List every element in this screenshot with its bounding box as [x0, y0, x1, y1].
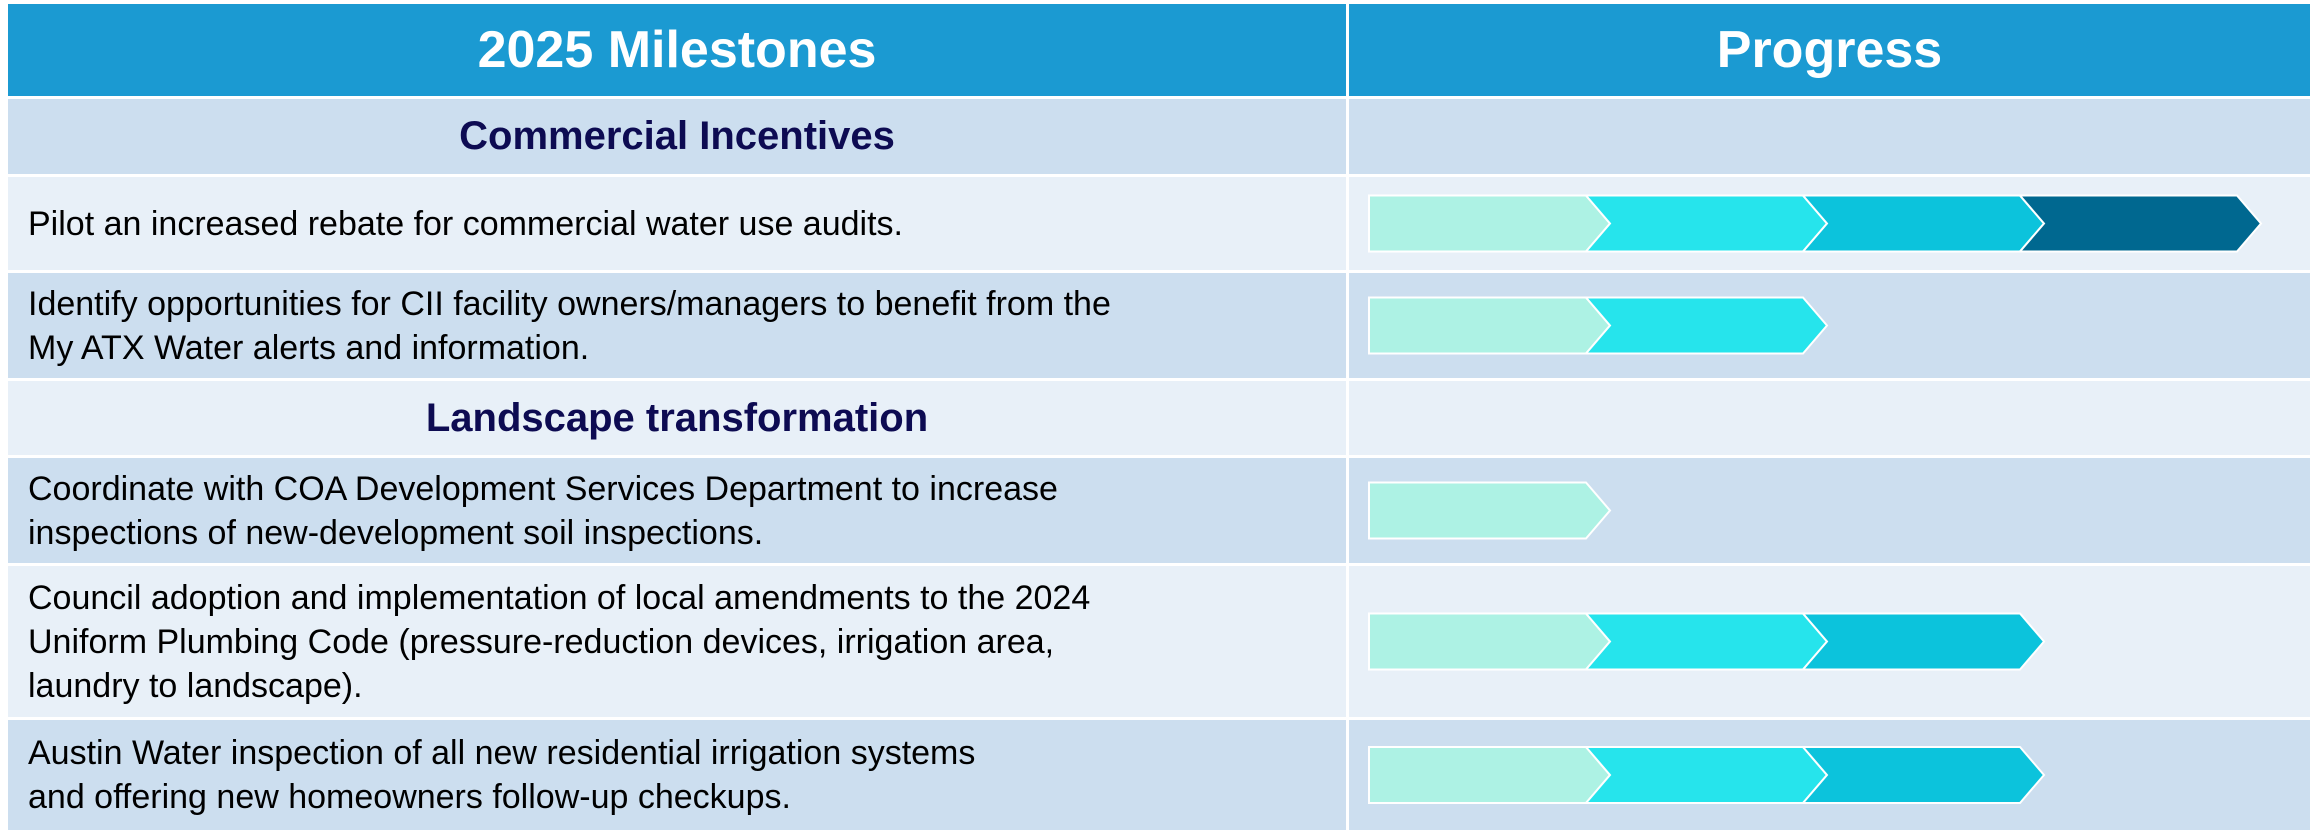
milestone-row: Council adoption and implementation of l…	[8, 566, 2310, 720]
progress-chevron	[1368, 296, 1612, 355]
progress-chevron	[1583, 746, 1829, 804]
text-line: and offering new homeowners follow-up ch…	[28, 778, 791, 816]
progress-chevron	[1800, 194, 2046, 253]
progress-chevron	[1368, 194, 1612, 253]
section-title: Landscape transformation	[8, 381, 1349, 455]
text-line: inspections of new-development soil insp…	[28, 513, 764, 552]
progress-chevron	[1583, 296, 1829, 355]
header-row: 2025 Milestones Progress	[8, 4, 2310, 99]
milestone-text: Coordinate with COA Development Services…	[8, 458, 1349, 563]
text-line: Austin Water inspection of all new resid…	[28, 734, 976, 772]
text-line: Identify opportunities for CII facility …	[28, 284, 1111, 323]
progress-bar	[1368, 296, 1829, 355]
progress-chevron	[2017, 194, 2263, 253]
progress-chevron	[1800, 746, 2046, 804]
text-line: laundry to landscape).	[28, 666, 363, 705]
milestone-text: Identify opportunities for CII facility …	[8, 273, 1349, 378]
text-line: Pilot an increased rebate for commercial…	[28, 204, 903, 243]
progress-chevron	[1583, 194, 1829, 253]
header-cell: 2025 Milestones	[8, 4, 1349, 96]
progress-chevron	[1368, 612, 1612, 671]
text-line: My ATX Water alerts and information.	[28, 328, 590, 367]
progress-cell	[1349, 566, 2310, 717]
text-line: Uniform Plumbing Code (pressure-reductio…	[28, 622, 1055, 661]
progress-bar	[1368, 481, 1612, 540]
header-cell: Progress	[1716, 21, 1943, 79]
milestone-row: Austin Water inspection of all new resid…	[8, 720, 2310, 833]
section-row: Commercial Incentives	[8, 99, 2310, 177]
milestone-text: Council adoption and implementation of l…	[8, 566, 1349, 717]
milestone-row: Identify opportunities for CII facility …	[8, 273, 2310, 381]
progress-cell	[1349, 381, 2310, 455]
progress-cell	[1349, 273, 2310, 378]
milestone-table: 2025 Milestones Progress Commercial Ince…	[8, 4, 2310, 833]
text-line: Council adoption and implementation of l…	[28, 578, 1091, 617]
progress-bar	[1368, 612, 2046, 671]
progress-bar	[1368, 746, 2046, 804]
progress-chevron	[1800, 612, 2046, 671]
text-line: Coordinate with COA Development Services…	[28, 469, 1058, 508]
progress-cell	[1349, 99, 2310, 174]
milestone-text: Pilot an increased rebate for commercial…	[8, 177, 1349, 270]
progress-cell	[1349, 720, 2310, 830]
milestone-row: Pilot an increased rebate for commercial…	[8, 177, 2310, 273]
progress-cell	[1349, 458, 2310, 563]
progress-cell	[1349, 177, 2310, 270]
progress-chevron	[1583, 612, 1829, 671]
milestone-text: Austin Water inspection of all new resid…	[8, 720, 1349, 830]
milestone-row: Coordinate with COA Development Services…	[8, 458, 2310, 566]
progress-chevron	[1368, 481, 1612, 540]
section-row: Landscape transformation	[8, 381, 2310, 458]
progress-chevron	[1368, 746, 1612, 804]
section-title: Commercial Incentives	[8, 99, 1349, 174]
progress-bar	[1368, 194, 2263, 253]
